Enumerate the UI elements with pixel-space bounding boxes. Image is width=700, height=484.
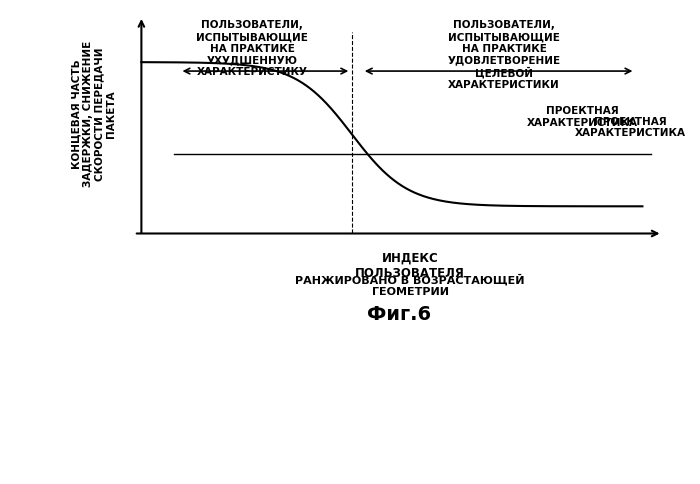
Text: ПРОЕКТНАЯ
ХАРАКТЕРИСТИКА: ПРОЕКТНАЯ ХАРАКТЕРИСТИКА: [527, 106, 638, 128]
Text: ПРОЕКТНАЯ
ХАРАКТЕРИСТИКА: ПРОЕКТНАЯ ХАРАКТЕРИСТИКА: [575, 117, 685, 138]
Text: КОНЦЕВАЯ ЧАСТЬ
ЗАДЕРЖКИ, СНИЖЕНИЕ
СКОРОСТИ ПЕРЕДАЧИ
ПАКЕТА: КОНЦЕВАЯ ЧАСТЬ ЗАДЕРЖКИ, СНИЖЕНИЕ СКОРОС…: [71, 41, 116, 186]
Text: ИНДЕКС
ПОЛЬЗОВАТЕЛЯ: ИНДЕКС ПОЛЬЗОВАТЕЛЯ: [355, 252, 465, 279]
Text: Фиг.6: Фиг.6: [368, 304, 431, 323]
Text: ПОЛЬЗОВАТЕЛИ,
ИСПЫТЫВАЮЩИЕ
НА ПРАКТИКЕ
УДОВЛЕТВОРЕНИЕ
ЦЕЛЕВОЙ
ХАРАКТЕРИСТИКИ: ПОЛЬЗОВАТЕЛИ, ИСПЫТЫВАЮЩИЕ НА ПРАКТИКЕ У…: [447, 20, 561, 90]
Text: ПОЛЬЗОВАТЕЛИ,
ИСПЫТЫВАЮЩИЕ
НА ПРАКТИКЕ
УХУДШЕННУЮ
ХАРАКТЕРИСТИКУ: ПОЛЬЗОВАТЕЛИ, ИСПЫТЫВАЮЩИЕ НА ПРАКТИКЕ У…: [196, 20, 308, 77]
Text: РАНЖИРОВАНО В ВОЗРАСТАЮЩЕЙ
ГЕОМЕТРИИ: РАНЖИРОВАНО В ВОЗРАСТАЮЩЕЙ ГЕОМЕТРИИ: [295, 273, 525, 297]
